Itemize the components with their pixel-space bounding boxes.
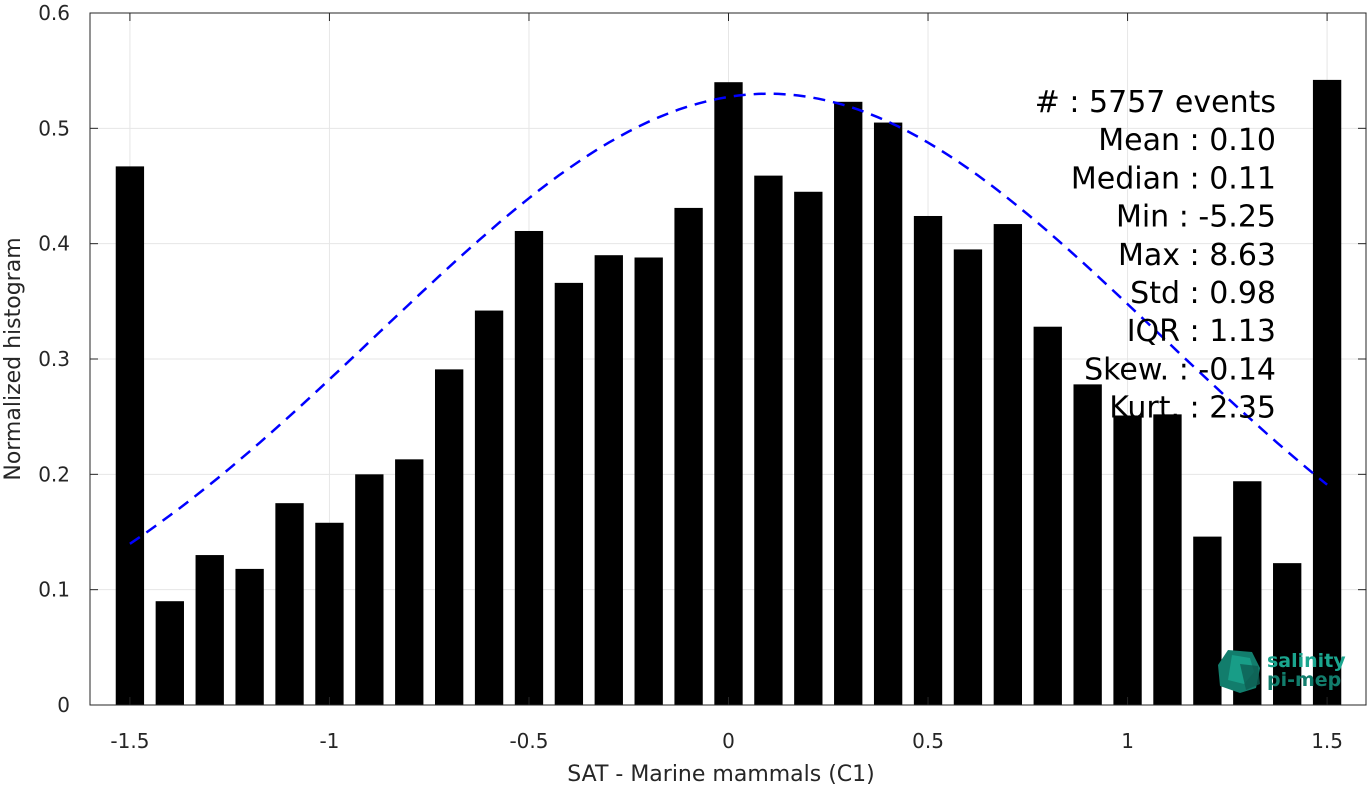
logo-line1: salinity	[1267, 650, 1346, 672]
stat-line: Std : 0.98	[1130, 276, 1276, 311]
bars	[115, 79, 1342, 706]
stat-line: IQR : 1.13	[1127, 314, 1276, 349]
x-tick-label: 0	[722, 729, 735, 753]
histogram-bar	[275, 503, 304, 705]
histogram-bar	[873, 122, 903, 706]
y-tick-label: 0.1	[38, 578, 70, 602]
histogram-bar	[594, 255, 623, 705]
histogram-bar	[794, 191, 823, 705]
x-tick-label: -0.5	[509, 729, 548, 753]
y-tick-label: 0.2	[38, 462, 70, 486]
y-tick-label: 0.3	[38, 347, 70, 371]
x-tick-label: 0.5	[912, 729, 944, 753]
histogram-bar	[1312, 79, 1342, 706]
y-tick-label: 0	[57, 693, 70, 717]
y-tick-label: 0.6	[38, 1, 70, 25]
histogram-bar	[355, 474, 384, 705]
histogram-bar	[235, 568, 264, 705]
x-tick-label: 1	[1121, 729, 1134, 753]
x-tick-label: -1	[319, 729, 339, 753]
histogram-bar	[315, 522, 344, 705]
histogram-bar	[115, 166, 145, 706]
histogram-bar	[434, 369, 464, 705]
axes-frame	[89, 12, 1367, 706]
histogram-bar	[155, 601, 184, 705]
histogram-bar	[395, 459, 424, 705]
stat-line: Median : 0.11	[1071, 161, 1276, 196]
histogram-bar	[195, 555, 224, 705]
histogram-bar	[554, 282, 584, 705]
histogram-bar	[1273, 563, 1302, 705]
stat-line: Kurt. : 2.35	[1109, 391, 1276, 426]
histogram-bar	[714, 82, 743, 705]
x-tick-labels: -1.5 -1 -0.5 0 0.5 1 1.5	[110, 729, 1343, 753]
y-tick-label: 0.5	[38, 116, 70, 140]
histogram-bar	[674, 207, 703, 705]
x-tick-label: 1.5	[1311, 729, 1343, 753]
stat-line: # : 5757 events	[1035, 85, 1276, 120]
histogram-bar	[1113, 415, 1142, 705]
y-tick-label: 0.4	[38, 232, 70, 256]
y-tick-labels: 0 0.1 0.2 0.3 0.4 0.5 0.6	[38, 1, 70, 717]
salinity-pimep-logo: salinity pi-mep	[1218, 650, 1346, 693]
histogram-bar	[514, 230, 544, 706]
logo-mark-icon	[1218, 650, 1260, 693]
histogram-bar	[474, 310, 504, 705]
histogram-bar	[913, 215, 943, 705]
x-axis-label: SAT - Marine mammals (C1)	[567, 762, 875, 785]
histogram-bar	[754, 175, 783, 705]
histogram-bar	[634, 257, 663, 705]
stat-line: Mean : 0.10	[1098, 123, 1276, 158]
histogram-bar	[1033, 326, 1062, 705]
x-tick-label: -1.5	[110, 729, 149, 753]
histogram-bar	[953, 249, 983, 705]
logo-line2: pi-mep	[1267, 669, 1341, 691]
histogram-bar	[1073, 384, 1102, 705]
histogram-bar	[834, 101, 863, 706]
gaussian-fit-curve	[129, 92, 1328, 545]
histogram-bar	[1193, 536, 1222, 705]
y-axis-label: Normalized histogram	[1, 237, 26, 480]
stat-line: Min : -5.25	[1116, 200, 1276, 235]
stat-line: Skew. : -0.14	[1084, 352, 1276, 387]
stat-line: Max : 8.63	[1118, 238, 1276, 273]
histogram-bar	[993, 224, 1023, 705]
histogram-bar	[1153, 414, 1182, 705]
